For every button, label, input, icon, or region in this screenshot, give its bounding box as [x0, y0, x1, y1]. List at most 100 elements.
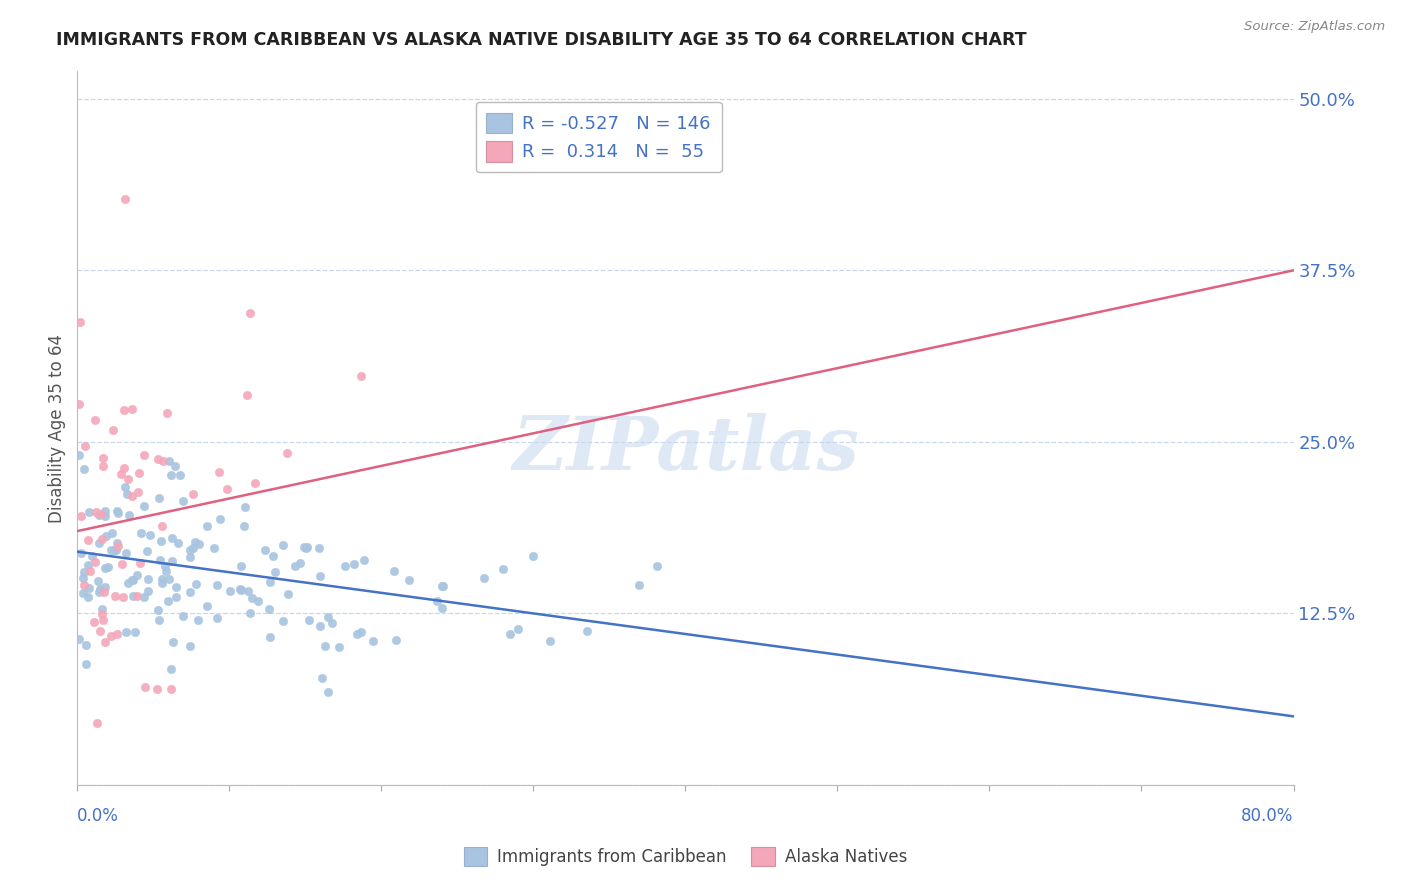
Point [259, 630, 281, 644]
Point [163, 459, 186, 474]
Point [155, 564, 177, 578]
Point [284, 558, 307, 573]
Point [156, 406, 179, 420]
Point [93, 585, 115, 599]
Point [157, 572, 180, 586]
Point [179, 585, 201, 599]
Point [70, 546, 93, 560]
Point [87, 574, 110, 588]
Point [100, 629, 122, 643]
Point [295, 541, 318, 555]
Point [172, 609, 194, 624]
Point [153, 558, 176, 573]
Point [90, 601, 112, 615]
Point [472, 571, 495, 585]
Point [157, 454, 180, 468]
Point [76, 558, 98, 572]
Point [100, 542, 122, 557]
Point [103, 423, 125, 437]
Point [254, 543, 277, 558]
Point [122, 574, 145, 588]
Point [69, 315, 91, 329]
Point [73, 565, 96, 579]
Point [236, 584, 259, 599]
Point [93, 504, 115, 518]
Point [259, 574, 281, 589]
Point [135, 543, 157, 558]
Text: ZIPatlas: ZIPatlas [512, 413, 859, 486]
Point [91, 451, 114, 466]
Point [80, 549, 103, 564]
Point [122, 589, 145, 603]
Point [160, 682, 183, 697]
Y-axis label: Disability Age 35 to 64: Disability Age 35 to 64 [48, 334, 66, 523]
Point [205, 577, 228, 591]
Point [243, 476, 266, 491]
Point [288, 556, 311, 570]
Point [86, 505, 108, 519]
Point [167, 536, 190, 550]
Point [160, 531, 183, 545]
Point [117, 576, 139, 591]
Point [114, 193, 136, 207]
Point [271, 614, 294, 628]
Point [353, 553, 375, 567]
Point [382, 564, 405, 578]
Point [187, 613, 209, 627]
Point [118, 508, 141, 522]
Point [247, 594, 270, 608]
Point [127, 589, 149, 603]
Point [262, 549, 284, 564]
Point [162, 635, 184, 649]
Point [229, 559, 252, 574]
Point [232, 519, 254, 533]
Point [110, 467, 132, 482]
Point [316, 609, 339, 624]
Point [150, 572, 173, 586]
Point [179, 639, 201, 653]
Point [181, 541, 204, 555]
Point [110, 557, 132, 571]
Point [97, 560, 120, 574]
Point [195, 518, 218, 533]
Text: IMMIGRANTS FROM CARIBBEAN VS ALASKA NATIVE DISABILITY AGE 35 TO 64 CORRELATION C: IMMIGRANTS FROM CARIBBEAN VS ALASKA NATI… [56, 31, 1026, 49]
Point [125, 567, 148, 582]
Point [239, 606, 262, 620]
Point [84, 555, 107, 569]
Point [276, 445, 298, 459]
Point [103, 543, 125, 558]
Point [308, 541, 330, 555]
Point [89, 582, 111, 597]
Point [115, 546, 138, 560]
Point [311, 671, 333, 685]
Point [384, 632, 406, 647]
Point [94, 634, 117, 648]
Point [112, 403, 135, 417]
Point [94, 529, 117, 543]
Point [149, 553, 172, 567]
Point [308, 568, 330, 582]
Point [187, 537, 209, 551]
Point [239, 306, 262, 320]
Point [107, 540, 129, 554]
Point [139, 527, 162, 541]
Point [121, 402, 143, 417]
Point [150, 576, 173, 591]
Point [115, 625, 138, 640]
Point [148, 613, 170, 627]
Point [70, 508, 93, 523]
Point [499, 627, 522, 641]
Point [91, 613, 114, 627]
Point [235, 500, 257, 515]
Point [432, 579, 454, 593]
Point [169, 467, 191, 482]
Point [647, 558, 669, 573]
Point [259, 602, 281, 616]
Point [101, 525, 124, 540]
Point [146, 452, 169, 467]
Point [321, 616, 343, 631]
Point [430, 601, 453, 615]
Point [271, 538, 294, 552]
Point [184, 535, 207, 549]
Point [172, 494, 194, 508]
